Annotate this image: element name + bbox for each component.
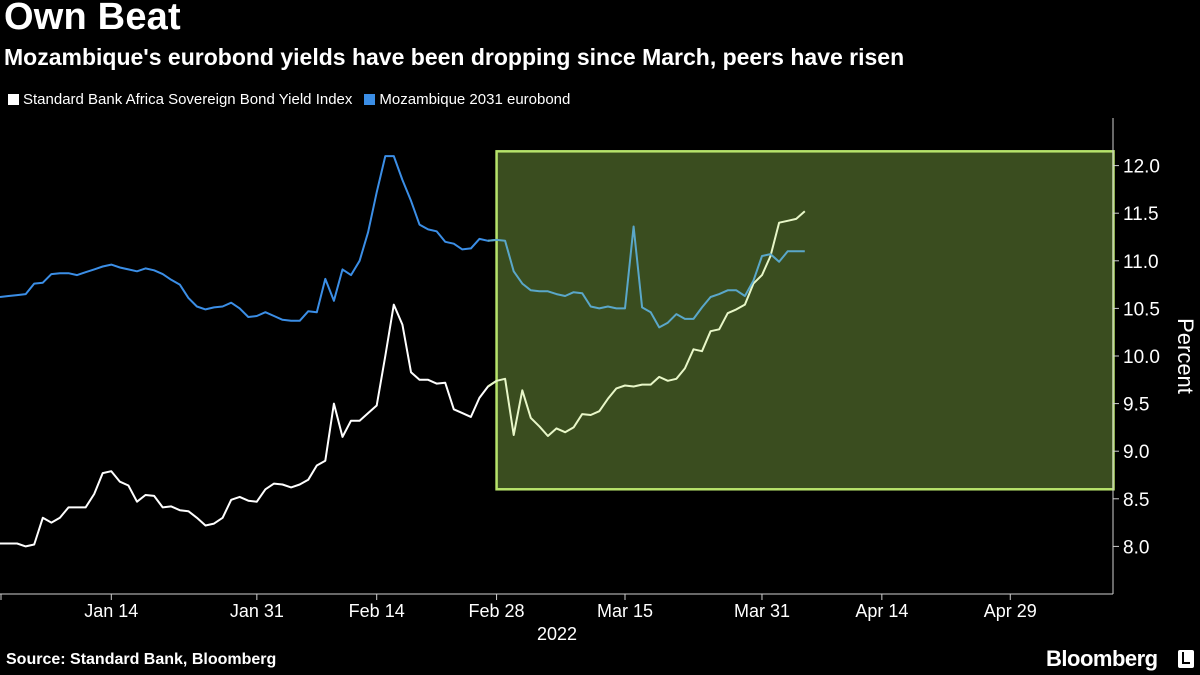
legend-label: Mozambique 2031 eurobond bbox=[379, 91, 571, 108]
bloomberg-icon bbox=[1178, 650, 1194, 668]
legend-swatch-blue bbox=[364, 94, 376, 105]
legend-item-sovereign-index: Standard Bank Africa Sovereign Bond Yiel… bbox=[8, 91, 352, 108]
y-tick-label: 12.0 bbox=[1123, 157, 1160, 178]
y-tick-label: 9.5 bbox=[1123, 395, 1149, 416]
y-axis-title: Percent bbox=[1173, 318, 1198, 394]
legend-swatch-white bbox=[8, 94, 19, 105]
brand-logo-text: Bloomberg bbox=[1046, 646, 1158, 671]
y-tick-label: 9.0 bbox=[1123, 442, 1149, 463]
chart-title: Own Beat bbox=[4, 0, 181, 38]
x-tick-label: Apr 29 bbox=[984, 601, 1037, 621]
series-line-mozambique bbox=[0, 155, 497, 322]
series-line-sovereign-index-highlighted bbox=[487, 210, 806, 437]
x-tick-label: Apr 14 bbox=[855, 601, 908, 621]
y-tick-label: 11.5 bbox=[1123, 204, 1159, 225]
x-tick-label: Jan 31 bbox=[230, 601, 284, 621]
x-tick-label: Feb 14 bbox=[349, 601, 405, 621]
x-axis-year-label: 2022 bbox=[537, 624, 577, 644]
legend-item-mozambique: Mozambique 2031 eurobond bbox=[364, 91, 570, 108]
chart-subtitle: Mozambique's eurobond yields have been d… bbox=[4, 44, 905, 70]
y-tick-label: 8.5 bbox=[1123, 490, 1149, 511]
highlight-box bbox=[495, 150, 1115, 491]
x-tick-label: Mar 15 bbox=[597, 601, 653, 621]
y-tick-label: 10.0 bbox=[1123, 347, 1160, 368]
x-tick-label: Jan 14 bbox=[84, 601, 138, 621]
series-line-mozambique-highlighted bbox=[487, 225, 805, 329]
source-note: Source: Standard Bank, Bloomberg bbox=[6, 651, 277, 668]
y-tick-label: 8.0 bbox=[1123, 537, 1149, 558]
y-tick-label: 10.5 bbox=[1123, 299, 1160, 320]
legend-label: Standard Bank Africa Sovereign Bond Yiel… bbox=[23, 91, 353, 108]
x-tick-label: Feb 28 bbox=[469, 601, 525, 621]
y-tick-label: 11.0 bbox=[1123, 252, 1159, 273]
legend: Standard Bank Africa Sovereign Bond Yiel… bbox=[8, 91, 582, 108]
series-line-sovereign-index bbox=[0, 303, 498, 548]
x-tick-label: Mar 31 bbox=[734, 601, 790, 621]
